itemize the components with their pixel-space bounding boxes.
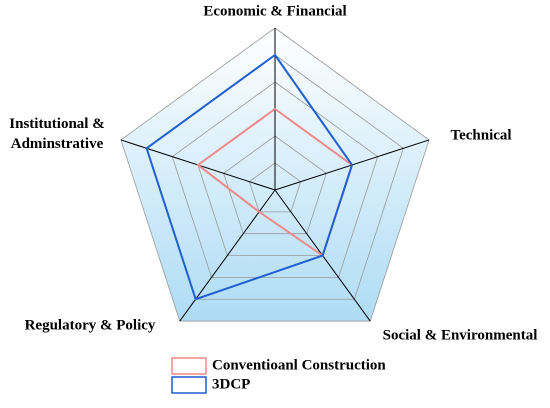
axis-label: Social & Environmental [383,327,538,343]
series-line [145,53,354,301]
series-line [196,107,354,258]
grid-ring [248,162,302,213]
axis-label: Economic & Financial [203,3,346,19]
legend-label: 3DCP [212,376,250,392]
axis-label: Regulatory & Policy [25,317,156,333]
axis-label: Institutional & Adminstrative [9,116,104,152]
axis-label: Technical [450,127,511,143]
legend-label: Conventioanl Construction [212,357,386,373]
legend-swatch [171,376,207,394]
grid-ring [120,27,430,322]
grid-ring [223,135,327,235]
grid-ring [171,81,379,278]
legend-swatch [171,357,207,375]
